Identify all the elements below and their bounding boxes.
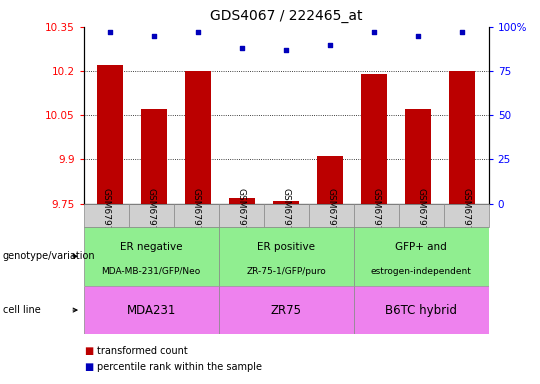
Bar — [444, 204, 489, 227]
Point — [238, 45, 246, 51]
Text: GSM679726: GSM679726 — [282, 188, 291, 242]
Bar — [229, 198, 255, 204]
Text: MDA231: MDA231 — [126, 304, 176, 316]
Point — [106, 29, 114, 35]
Bar — [354, 286, 489, 334]
Text: GSM679722: GSM679722 — [102, 188, 111, 242]
Text: GSM679724: GSM679724 — [192, 188, 201, 242]
Bar — [449, 71, 476, 204]
Text: transformed count: transformed count — [97, 346, 188, 356]
Bar — [84, 227, 219, 286]
Bar — [354, 204, 399, 227]
Bar — [273, 202, 299, 204]
Text: ER positive: ER positive — [257, 242, 315, 252]
Bar — [84, 204, 129, 227]
Point — [150, 33, 158, 39]
Text: GSM679727: GSM679727 — [327, 188, 336, 242]
Bar — [219, 204, 264, 227]
Text: GSM679721: GSM679721 — [462, 188, 471, 242]
Text: GSM679725: GSM679725 — [237, 188, 246, 242]
Bar — [219, 227, 354, 286]
Bar — [309, 204, 354, 227]
Title: GDS4067 / 222465_at: GDS4067 / 222465_at — [210, 9, 362, 23]
Bar — [264, 204, 309, 227]
Bar — [405, 109, 431, 204]
Point — [458, 29, 467, 35]
Bar — [174, 204, 219, 227]
Point — [282, 47, 291, 53]
Point — [414, 33, 423, 39]
Point — [370, 29, 379, 35]
Text: ■: ■ — [84, 362, 93, 372]
Text: ■: ■ — [84, 346, 93, 356]
Bar — [129, 204, 174, 227]
Text: ER negative: ER negative — [120, 242, 183, 252]
Bar — [185, 71, 211, 204]
Text: percentile rank within the sample: percentile rank within the sample — [97, 362, 262, 372]
Bar — [219, 286, 354, 334]
Bar — [317, 156, 343, 204]
Bar — [354, 227, 489, 286]
Point — [194, 29, 202, 35]
Text: cell line: cell line — [3, 305, 40, 315]
Bar — [399, 204, 444, 227]
Bar — [84, 286, 219, 334]
Text: ZR-75-1/GFP/puro: ZR-75-1/GFP/puro — [246, 267, 326, 276]
Text: GSM679723: GSM679723 — [147, 188, 156, 242]
Bar — [141, 109, 167, 204]
Text: genotype/variation: genotype/variation — [3, 251, 96, 262]
Bar — [361, 74, 388, 204]
Point — [326, 41, 335, 48]
Text: MDA-MB-231/GFP/Neo: MDA-MB-231/GFP/Neo — [102, 267, 201, 276]
Bar — [97, 65, 123, 204]
Text: estrogen-independent: estrogen-independent — [371, 267, 471, 276]
Text: ZR75: ZR75 — [271, 304, 302, 316]
Text: GSM679720: GSM679720 — [417, 188, 426, 242]
Text: B6TC hybrid: B6TC hybrid — [385, 304, 457, 316]
Text: GSM679719: GSM679719 — [372, 187, 381, 243]
Text: GFP+ and: GFP+ and — [395, 242, 447, 252]
